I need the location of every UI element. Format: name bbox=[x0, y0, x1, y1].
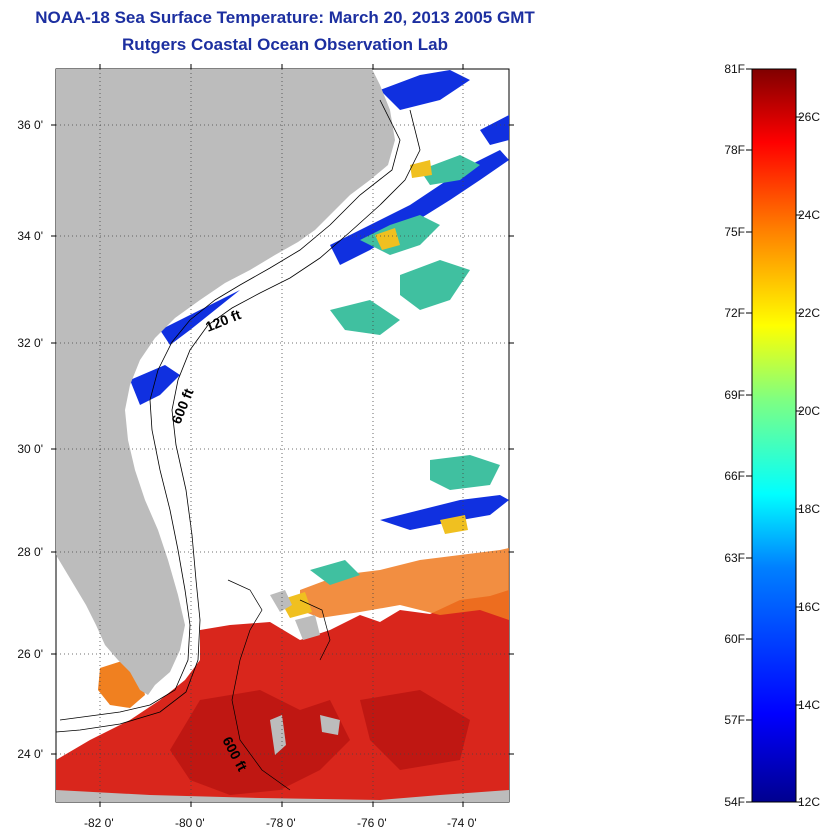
lat-label-26: 26 0' bbox=[17, 647, 43, 661]
colorbar-label-22c: 22C bbox=[798, 306, 821, 320]
frame-ticks bbox=[51, 64, 514, 807]
lon-label-80: -80 0' bbox=[175, 816, 205, 830]
colorbar-label-16c: 16C bbox=[798, 600, 821, 614]
contour-120ft bbox=[59, 99, 401, 721]
cuba-coast bbox=[56, 790, 509, 802]
colorbar-label-75f: 75F bbox=[724, 225, 745, 239]
colorbar-label-66f: 66F bbox=[724, 469, 745, 483]
map-title: NOAA-18 Sea Surface Temperature: March 2… bbox=[35, 8, 535, 27]
colorbar-label-14c: 14C bbox=[798, 698, 821, 712]
lon-label-74: -74 0' bbox=[447, 816, 477, 830]
colorbar-label-63f: 63F bbox=[724, 551, 745, 565]
lat-label-36: 36 0' bbox=[17, 118, 43, 132]
lon-label-82: -82 0' bbox=[84, 816, 114, 830]
contour-600ft bbox=[56, 109, 421, 733]
lat-label-24: 24 0' bbox=[17, 747, 43, 761]
lon-label-76: -76 0' bbox=[357, 816, 387, 830]
lat-label-30: 30 0' bbox=[17, 442, 43, 456]
colorbar-label-72f: 72F bbox=[724, 306, 745, 320]
colorbar-label-18c: 18C bbox=[798, 502, 821, 516]
colorbar-ticks bbox=[746, 68, 802, 803]
lat-label-32: 32 0' bbox=[17, 336, 43, 350]
colorbar bbox=[751, 68, 797, 803]
lat-label-34: 34 0' bbox=[17, 229, 43, 243]
colorbar-label-24c: 24C bbox=[798, 208, 821, 222]
lat-label-28: 28 0' bbox=[17, 545, 43, 559]
colorbar-label-57f: 57F bbox=[724, 713, 745, 727]
map-subtitle: Rutgers Coastal Ocean Observation Lab bbox=[122, 35, 448, 54]
colorbar-label-20c: 20C bbox=[798, 404, 821, 418]
colorbar-label-54f: 54F bbox=[724, 795, 745, 809]
colorbar-label-78f: 78F bbox=[724, 143, 745, 157]
sst-hot-patches bbox=[170, 690, 470, 795]
colorbar-label-60f: 60F bbox=[724, 632, 745, 646]
contour-deep bbox=[227, 579, 331, 791]
lon-label-78: -78 0' bbox=[266, 816, 296, 830]
sst-mixed-patches bbox=[310, 155, 500, 585]
colorbar-label-12c: 12C bbox=[798, 795, 821, 809]
colorbar-label-81f: 81F bbox=[724, 62, 745, 76]
bahamas-islands bbox=[270, 590, 340, 755]
sst-orange-band bbox=[300, 548, 509, 620]
land-mass bbox=[56, 69, 395, 695]
colorbar-label-26c: 26C bbox=[798, 110, 821, 124]
colorbar-label-69f: 69F bbox=[724, 388, 745, 402]
